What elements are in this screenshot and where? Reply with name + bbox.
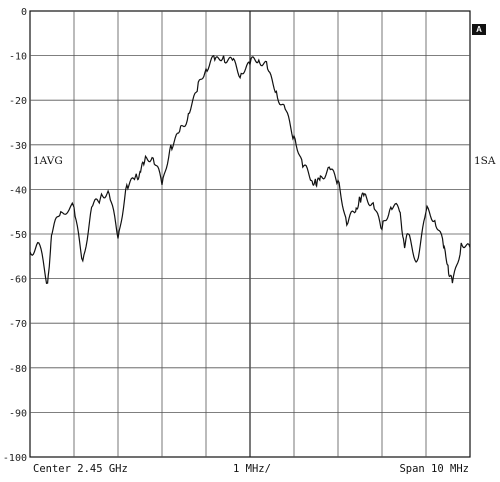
scale-per-division-label: 1 MHz/	[233, 463, 271, 475]
grid	[30, 11, 470, 457]
y-tick-label: -10	[9, 52, 27, 63]
y-tick-label: -40	[9, 185, 27, 196]
trace-mode-label: 1AVG	[33, 155, 63, 167]
y-tick-label: -80	[9, 364, 27, 375]
spectrum-trace	[29, 54, 471, 284]
y-axis-ticks: 0 -10 -20 -30 -40 -50 -60 -70 -80 -90 -100	[3, 7, 27, 464]
y-tick-label: -50	[9, 230, 27, 241]
y-tick-label: -20	[9, 96, 27, 107]
y-tick-label: -60	[9, 275, 27, 286]
y-tick-label: -70	[9, 319, 27, 330]
marker-badge: A	[472, 24, 486, 35]
center-frequency-label: Center 2.45 GHz	[33, 463, 128, 475]
y-tick-label: 0	[21, 7, 27, 18]
span-label: Span 10 MHz	[399, 463, 469, 475]
sweep-mode-label: 1SA	[474, 155, 496, 167]
y-tick-label: -90	[9, 408, 27, 419]
y-tick-label: -30	[9, 141, 27, 152]
y-tick-label: -100	[3, 453, 27, 464]
